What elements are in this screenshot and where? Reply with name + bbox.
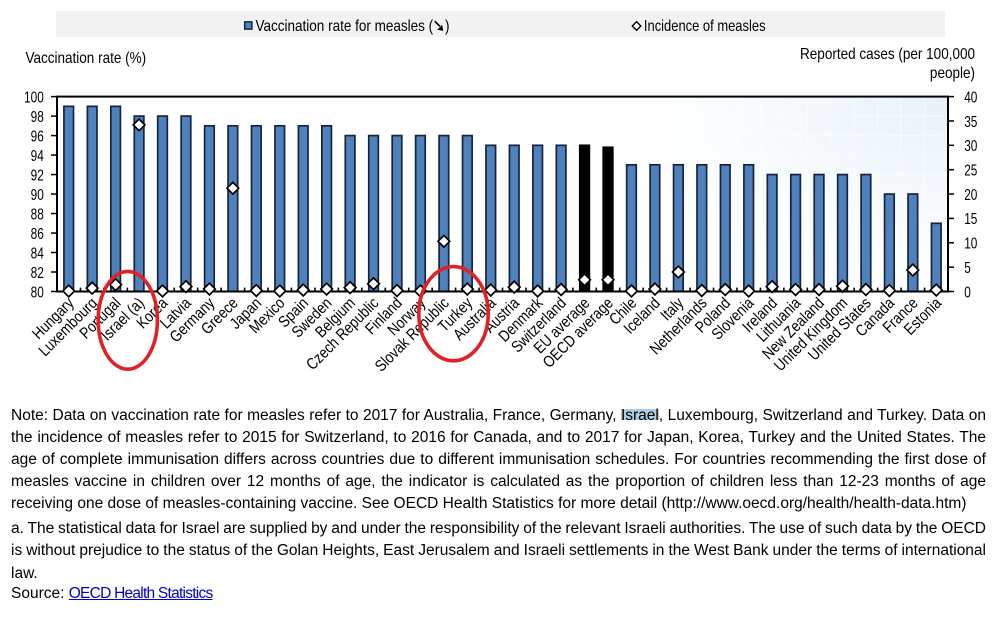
svg-text:88: 88	[31, 205, 44, 223]
svg-text:15: 15	[964, 209, 977, 227]
svg-text:80: 80	[31, 283, 44, 301]
svg-text:10: 10	[964, 234, 977, 252]
svg-text:0: 0	[964, 283, 971, 301]
svg-text:96: 96	[31, 127, 44, 145]
svg-text:82: 82	[31, 263, 44, 281]
svg-text:Vaccination rate for measles (: Vaccination rate for measles (	[256, 18, 434, 35]
svg-text:92: 92	[31, 166, 44, 184]
svg-text:25: 25	[964, 161, 977, 179]
svg-text:): )	[445, 18, 450, 35]
svg-text:100: 100	[24, 88, 44, 106]
svg-text:Vaccination rate (%): Vaccination rate (%)	[26, 50, 147, 67]
svg-text:94: 94	[31, 146, 44, 164]
svg-text:90: 90	[31, 185, 44, 203]
svg-text:40: 40	[964, 88, 977, 106]
svg-text:5: 5	[964, 258, 971, 276]
svg-text:84: 84	[31, 244, 44, 262]
svg-text:Incidence of measles: Incidence of measles	[644, 18, 766, 36]
svg-text:86: 86	[31, 224, 44, 242]
svg-text:Reported cases (per 100,000: Reported cases (per 100,000	[800, 46, 975, 63]
svg-text:20: 20	[964, 185, 977, 203]
svg-text:98: 98	[31, 107, 44, 125]
svg-text:30: 30	[964, 136, 977, 154]
svg-text:people): people)	[930, 65, 975, 82]
svg-text:35: 35	[964, 112, 977, 130]
